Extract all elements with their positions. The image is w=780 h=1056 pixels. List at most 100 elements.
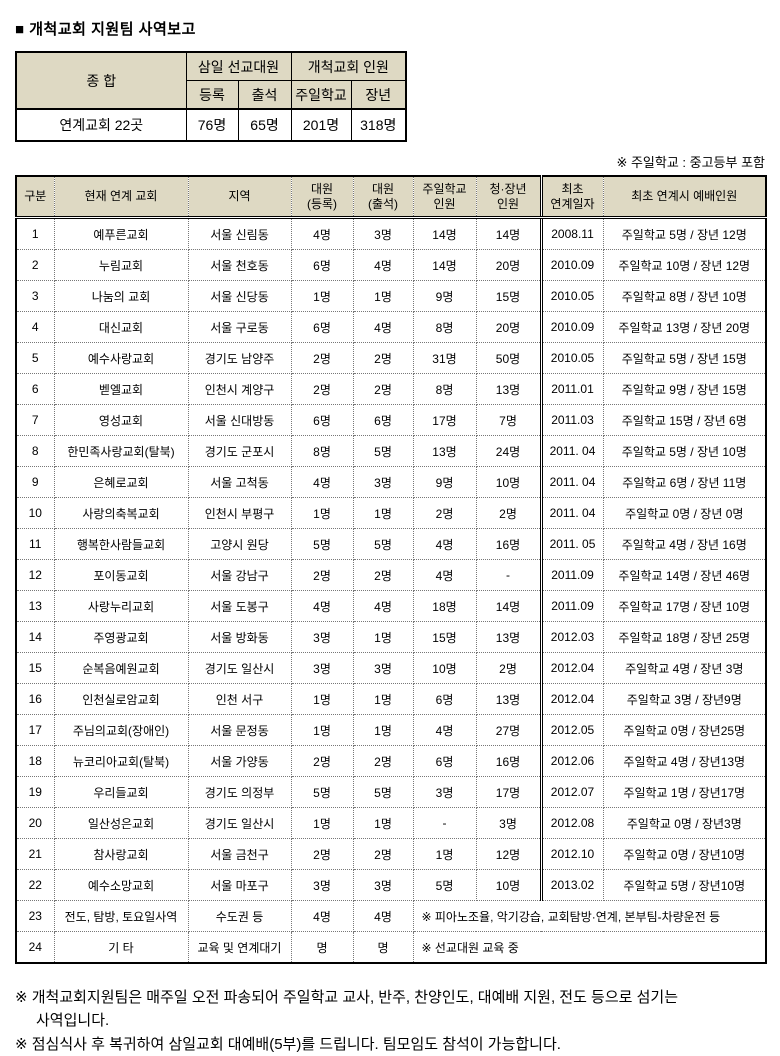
cell-church: 나눔의 교회 (53, 280, 189, 312)
cell-sundayschool-count: 9명 (412, 466, 477, 498)
cell-members-registered: 2명 (290, 373, 354, 405)
cell-no: 23 (15, 900, 55, 932)
table-row: 18 뉴코리아교회(탈북) 서울 가양동 2명 2명 6명 16명 2012.06 주일학교 4… (15, 745, 767, 777)
table-row: 7 영성교회 서울 신대방동 6명 6명 17명 7명 2011.03 주일학교 15명 / 장… (15, 404, 767, 436)
table-row: 13 사랑누리교회 서울 도봉구 4명 4명 18명 14명 2011.09 주일학교 17명 … (15, 590, 767, 622)
cell-initial-attendance: 주일학교 4명 / 장년13명 (602, 745, 767, 777)
cell-church: 기 타 (53, 931, 189, 964)
summary-sundayschool-value: 201명 (290, 108, 352, 142)
table-row: 1 예푸른교회 서울 신림동 4명 3명 14명 14명 2008.11 주일학교 5명 / 장… (15, 217, 767, 250)
cell-first-date: 2011.09 (539, 559, 604, 591)
cell-church: 은혜로교회 (53, 466, 189, 498)
table-row: 14 주영광교회 서울 방화동 3명 1명 15명 13명 2012.03 주일학교 18명 /… (15, 621, 767, 653)
cell-members-attended: 6명 (352, 404, 414, 436)
cell-members-attended: 2명 (352, 745, 414, 777)
cell-members-registered: 4명 (290, 900, 354, 932)
cell-region: 교육 및 연계대기 (187, 931, 292, 964)
cell-sundayschool-count: 8명 (412, 373, 477, 405)
summary-adult-value: 318명 (350, 108, 407, 142)
summary-data-row: 연계교회 22곳 76명 65명 201명 318명 (15, 108, 407, 142)
header-sundayschool-count: 주일학교 인원 (412, 175, 477, 219)
cell-church: 주님의교회(장애인) (53, 714, 189, 746)
cell-no: 13 (15, 590, 55, 622)
cell-church: 일산성은교회 (53, 807, 189, 839)
cell-region: 서울 신당동 (187, 280, 292, 312)
cell-sundayschool-count: 6명 (412, 745, 477, 777)
cell-members-registered: 3명 (290, 869, 354, 901)
cell-region: 경기도 군포시 (187, 435, 292, 467)
cell-first-date: 2011. 04 (539, 497, 604, 529)
cell-no: 3 (15, 280, 55, 312)
cell-first-date: 2011. 04 (539, 435, 604, 467)
cell-region: 인천시 부평구 (187, 497, 292, 529)
footnotes: ※ 개척교회지원팀은 매주일 오전 파송되어 주일학교 교사, 반주, 찬양인도… (15, 986, 765, 1056)
cell-adult-count: 10명 (475, 869, 542, 901)
cell-members-registered: 1명 (290, 807, 354, 839)
cell-first-date: 2012.06 (539, 745, 604, 777)
cell-church: 순복음예원교회 (53, 652, 189, 684)
cell-members-registered: 6명 (290, 311, 354, 343)
cell-adult-count: 12명 (475, 838, 542, 870)
table-row: 20 일산성은교회 경기도 일산시 1명 1명 -3명 2012.08 주일학교 0명 / 장… (15, 807, 767, 839)
cell-sundayschool-count: 4명 (412, 559, 477, 591)
cell-adult-count: - (475, 559, 542, 591)
cell-first-date: 2011.09 (539, 590, 604, 622)
cell-first-date: 2012.03 (539, 621, 604, 653)
page-title: ■ 개척교회 지원팀 사역보고 (15, 21, 196, 38)
cell-sundayschool-count: 14명 (412, 249, 477, 281)
cell-merged-note: ※ 피아노조율, 악기강습, 교회탐방·연계, 본부팀-차량운전 등 (412, 900, 767, 932)
cell-members-attended: 4명 (352, 311, 414, 343)
cell-sundayschool-count: - (412, 807, 477, 839)
summary-registered-value: 76명 (185, 108, 239, 142)
cell-initial-attendance: 주일학교 0명 / 장년3명 (602, 807, 767, 839)
cell-no: 4 (15, 311, 55, 343)
cell-initial-attendance: 주일학교 0명 / 장년10명 (602, 838, 767, 870)
cell-no: 7 (15, 404, 55, 436)
cell-region: 서울 문정동 (187, 714, 292, 746)
cell-church: 한민족사랑교회(탈북) (53, 435, 189, 467)
cell-members-attended: 1명 (352, 683, 414, 715)
cell-members-attended: 1명 (352, 497, 414, 529)
cell-members-attended: 5명 (352, 435, 414, 467)
header-church: 현재 연계 교회 (53, 175, 189, 219)
cell-members-attended: 1명 (352, 280, 414, 312)
cell-region: 경기도 의정부 (187, 776, 292, 808)
cell-no: 12 (15, 559, 55, 591)
cell-no: 8 (15, 435, 55, 467)
cell-adult-count: 3명 (475, 807, 542, 839)
cell-region: 서울 신림동 (187, 217, 292, 250)
cell-no: 16 (15, 683, 55, 715)
table-row: 9 은혜로교회 서울 고척동 4명 3명 9명 10명 2011. 04 주일학교 6명 / 장… (15, 466, 767, 498)
cell-church: 예푸른교회 (53, 217, 189, 250)
cell-church: 우리들교회 (53, 776, 189, 808)
table-row: 17 주님의교회(장애인) 서울 문정동 1명 1명 4명 27명 2012.05 주일학교 0… (15, 714, 767, 746)
cell-members-attended: 5명 (352, 528, 414, 560)
cell-first-date: 2010.09 (539, 249, 604, 281)
header-adult-count: 청·장년 인원 (475, 175, 542, 219)
cell-sundayschool-count: 2명 (412, 497, 477, 529)
summary-total-header: 종 합 (15, 51, 187, 110)
summary-subheader-registered: 등록 (185, 80, 239, 110)
cell-adult-count: 10명 (475, 466, 542, 498)
cell-members-attended: 1명 (352, 807, 414, 839)
cell-church: 사랑누리교회 (53, 590, 189, 622)
cell-members-attended: 5명 (352, 776, 414, 808)
cell-members-attended: 2명 (352, 342, 414, 374)
cell-first-date: 2012.04 (539, 683, 604, 715)
cell-first-date: 2012.08 (539, 807, 604, 839)
cell-adult-count: 50명 (475, 342, 542, 374)
cell-initial-attendance: 주일학교 18명 / 장년 25명 (602, 621, 767, 653)
cell-church: 전도, 탐방, 토요일사역 (53, 900, 189, 932)
summary-header-row-1: 종 합 삼일 선교대원 개척교회 인원 (15, 51, 407, 110)
cell-members-registered: 명 (290, 931, 354, 964)
sunday-school-note: ※ 주일학교 : 중고등부 포함 (616, 155, 765, 170)
summary-subheader-attended: 출석 (237, 80, 292, 110)
table-row: 21 참사랑교회 서울 금천구 2명 2명 1명 12명 2012.10 주일학교 0명 / 장… (15, 838, 767, 870)
table-row: 23 전도, 탐방, 토요일사역 수도권 등 4명 4명 ※ 피아노조율, 악기강습, 교… (15, 900, 767, 932)
cell-adult-count: 14명 (475, 217, 542, 250)
cell-no: 19 (15, 776, 55, 808)
table-row: 24 기 타 교육 및 연계대기 명 명 ※ 선교대원 교육 중 (15, 931, 767, 964)
cell-first-date: 2010.05 (539, 342, 604, 374)
cell-members-registered: 6명 (290, 404, 354, 436)
